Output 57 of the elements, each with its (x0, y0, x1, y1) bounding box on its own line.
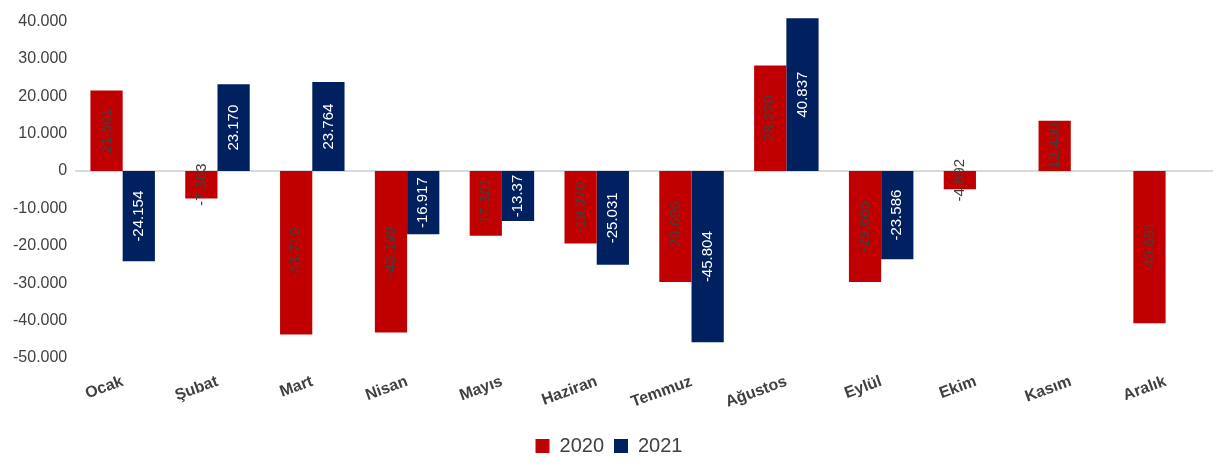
bar (312, 82, 345, 171)
x-tick-label: Mayıs (456, 372, 505, 404)
bar (280, 171, 313, 335)
x-tick-label: Kasım (1022, 372, 1074, 405)
data-label: 23.764 (318, 103, 336, 150)
data-label: -24.154 (128, 190, 146, 242)
y-tick-label: -30.000 (13, 273, 68, 291)
bar (217, 84, 250, 171)
data-label: -13.37 (508, 174, 526, 218)
data-label: 28.220 (760, 95, 778, 142)
legend-label: 2020 (559, 433, 605, 456)
data-label: 40.837 (792, 71, 810, 118)
bar (786, 18, 819, 171)
data-label: -23.586 (887, 189, 905, 241)
bar (90, 90, 123, 171)
x-tick-label: Eylül (841, 372, 884, 402)
y-tick-label: -50.000 (13, 348, 68, 366)
x-tick-label: Ocak (82, 372, 126, 402)
x-tick-label: Mart (277, 371, 316, 400)
bar (659, 171, 692, 283)
data-label: -4.892 (949, 158, 967, 202)
x-tick-label: Şubat (172, 371, 221, 404)
data-label: 21.501 (96, 107, 114, 154)
y-tick-label: -10.000 (13, 198, 68, 216)
bar (122, 171, 155, 262)
data-label: 13.430 (1044, 122, 1062, 169)
data-label: -17.301 (475, 177, 493, 229)
x-tick-label: Ekim (936, 372, 979, 402)
data-label: -29.696 (665, 201, 683, 252)
data-label: 23.170 (223, 104, 241, 151)
data-label: -7.363 (191, 163, 209, 207)
data-label: -25.031 (602, 192, 620, 244)
data-label: -16.917 (413, 177, 431, 229)
data-label: -29.665 (855, 201, 873, 252)
data-label: -19.370 (570, 181, 588, 233)
y-tick-label: 0 (58, 161, 68, 179)
bar (1133, 171, 1166, 324)
x-tick-label: Aralık (1120, 372, 1169, 404)
y-tick-label: -20.000 (13, 236, 68, 254)
bar (754, 65, 787, 171)
data-label: -43.198 (381, 226, 399, 278)
y-tick-label: 10.000 (18, 123, 68, 141)
bar (596, 171, 629, 265)
data-label: -40.691 (1139, 221, 1157, 273)
x-tick-label: Nisan (362, 372, 410, 403)
legend-label: 2021 (638, 433, 683, 456)
bar (564, 171, 597, 244)
bar (848, 171, 882, 282)
data-label: -43.719 (286, 227, 304, 279)
bar (374, 171, 408, 333)
y-tick-label: -40.000 (13, 311, 68, 329)
y-tick-label: 40.000 (18, 11, 68, 29)
data-label: -45.804 (697, 231, 715, 283)
bar (691, 171, 724, 343)
y-tick-label: 30.000 (18, 49, 68, 67)
y-tick-label: 20.000 (18, 86, 68, 104)
x-tick-label: Haziran (539, 372, 600, 408)
